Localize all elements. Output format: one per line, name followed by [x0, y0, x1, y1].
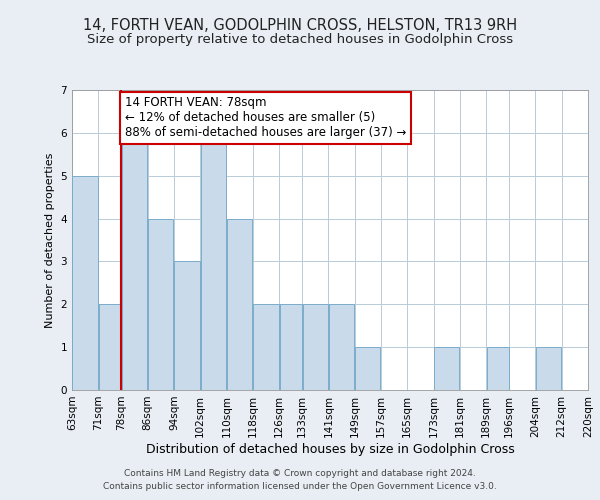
Y-axis label: Number of detached properties: Number of detached properties	[45, 152, 55, 328]
Bar	[122, 133, 147, 390]
Bar	[73, 176, 98, 390]
Bar	[99, 304, 121, 390]
Bar	[175, 262, 200, 390]
Bar	[253, 304, 278, 390]
Bar	[487, 347, 509, 390]
Bar	[536, 347, 561, 390]
Text: 14, FORTH VEAN, GODOLPHIN CROSS, HELSTON, TR13 9RH: 14, FORTH VEAN, GODOLPHIN CROSS, HELSTON…	[83, 18, 517, 32]
Text: Size of property relative to detached houses in Godolphin Cross: Size of property relative to detached ho…	[87, 32, 513, 46]
X-axis label: Distribution of detached houses by size in Godolphin Cross: Distribution of detached houses by size …	[146, 442, 514, 456]
Text: Contains public sector information licensed under the Open Government Licence v3: Contains public sector information licen…	[103, 482, 497, 491]
Bar	[355, 347, 380, 390]
Bar	[302, 304, 328, 390]
Bar	[148, 218, 173, 390]
Bar	[329, 304, 354, 390]
Bar	[280, 304, 302, 390]
Bar	[200, 133, 226, 390]
Bar	[227, 218, 252, 390]
Text: Contains HM Land Registry data © Crown copyright and database right 2024.: Contains HM Land Registry data © Crown c…	[124, 468, 476, 477]
Text: 14 FORTH VEAN: 78sqm
← 12% of detached houses are smaller (5)
88% of semi-detach: 14 FORTH VEAN: 78sqm ← 12% of detached h…	[125, 96, 406, 140]
Bar	[434, 347, 460, 390]
